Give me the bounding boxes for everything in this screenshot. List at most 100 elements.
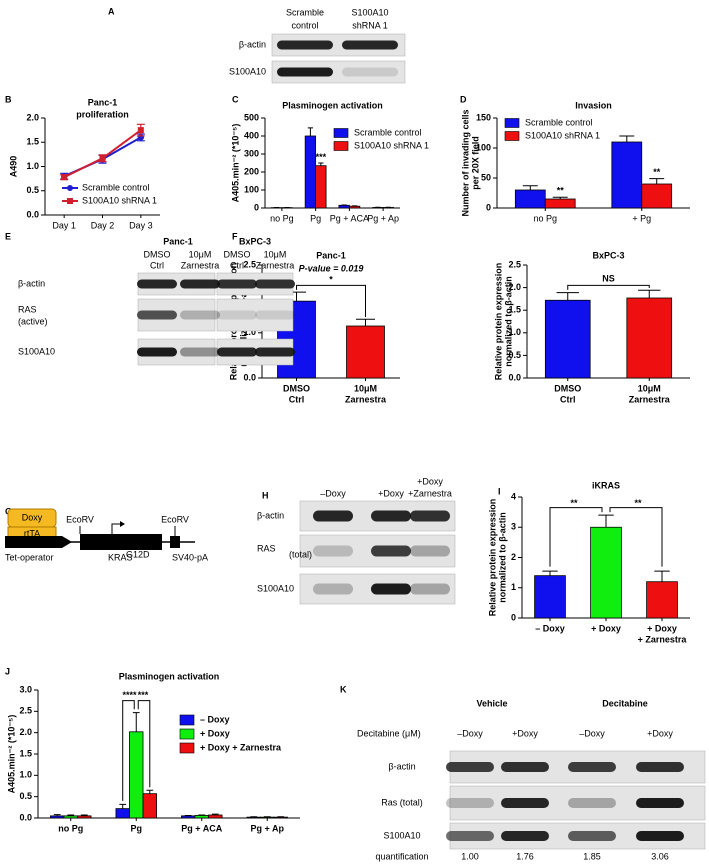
error-bar: [80, 814, 88, 816]
y-tick-label: 1.5: [19, 748, 32, 758]
error-bar: [619, 135, 635, 142]
y-tick-label: 100: [476, 142, 491, 152]
bar: [348, 205, 361, 209]
chart-title: Panc-1: [88, 97, 118, 107]
chart-title: Panc-1: [316, 250, 346, 260]
y-tick-label: 1: [511, 582, 516, 592]
bar: [641, 183, 673, 209]
blot-band: [180, 279, 220, 289]
y-tick-label: 2.5: [243, 259, 256, 269]
x-tick-label: + Zarnestra: [638, 634, 688, 644]
bar: [63, 815, 78, 819]
blot-band: [636, 798, 684, 808]
lane-label: –Doxy: [320, 488, 346, 498]
y-tick-label: 1.0: [26, 161, 39, 171]
row-label: S100A10: [257, 583, 294, 593]
operator-arrow: [5, 536, 72, 548]
y-tick-label: 200: [244, 166, 259, 176]
quantification-value: 1.76: [516, 851, 534, 861]
blot-band: [313, 583, 353, 595]
legend-label: S100A10 shRNA 1: [525, 130, 600, 140]
site-label: EcoRV: [161, 514, 189, 524]
lane-label: Zarnestra: [256, 260, 295, 270]
blot-band: [180, 310, 220, 320]
bar: [315, 165, 327, 209]
row-label: (total): [289, 549, 312, 559]
y-tick-label: 2.0: [26, 112, 39, 122]
row-label: (active): [18, 316, 48, 326]
annotation: P-value = 0.019: [299, 264, 364, 274]
terminator-label: SV40-pA: [172, 552, 208, 562]
y-tick-label: 3.0: [19, 684, 32, 694]
lane-label: –Doxy: [457, 728, 483, 738]
blot-band: [137, 279, 177, 289]
legend-swatch: [504, 118, 520, 128]
error-bar: [654, 570, 670, 582]
annotation: ***: [138, 690, 149, 700]
legend-label: S100A10 shRNA 1: [82, 195, 157, 205]
quantification-value: 1.85: [583, 851, 601, 861]
gene-sup: G12D: [126, 549, 150, 559]
y-tick-label: 100: [244, 184, 259, 194]
y-tick-label: 1.5: [508, 305, 521, 315]
x-tick-label: 10μM: [354, 383, 377, 393]
x-tick-label: 10μM: [638, 383, 661, 393]
x-tick-label: Ctrl: [560, 394, 576, 404]
blot-band: [568, 798, 616, 808]
lane-label: Ctrl: [230, 260, 244, 270]
blot-band: [636, 762, 684, 772]
y-tick-label: 50: [481, 172, 491, 182]
blot-band: [446, 831, 494, 841]
treatment-label: Decitabine (μM): [357, 728, 421, 738]
bar: [77, 815, 92, 819]
blot-band: [636, 831, 684, 841]
blot-band: [410, 510, 450, 522]
bar: [338, 204, 350, 209]
y-axis-label: Relative protein expression: [487, 499, 497, 617]
row-label: RAS: [18, 304, 37, 314]
y-tick-label: 500: [244, 112, 259, 122]
error-bar: [53, 814, 61, 816]
error-bar: [211, 813, 219, 816]
operator-label: Tet-operator: [5, 552, 54, 562]
point: [137, 127, 144, 134]
point: [99, 155, 106, 162]
error-bar: [522, 185, 538, 190]
x-tick-label: Pg + Ap: [251, 823, 285, 833]
annotation: *: [329, 275, 333, 285]
gene-box: [80, 534, 162, 550]
blot-band: [313, 510, 353, 522]
y-tick-label: 1.0: [19, 770, 32, 780]
legend-marker: [67, 198, 73, 204]
panel-letter: J: [5, 666, 10, 676]
blot-background: [271, 33, 406, 57]
x-tick-label: + Doxy: [591, 623, 621, 633]
y-tick-label: 300: [244, 148, 259, 158]
group-label: Decitabine: [602, 698, 648, 708]
legend-label: + Doxy: [200, 728, 230, 738]
bar: [273, 816, 288, 819]
error-bar: [318, 162, 324, 166]
blot-band: [568, 831, 616, 841]
bar: [260, 816, 275, 819]
blot-band: [255, 310, 295, 320]
group-label: Panc-1: [163, 236, 193, 246]
bar: [534, 575, 566, 619]
blot-band: [137, 310, 177, 320]
blot-band: [446, 762, 494, 772]
y-axis-label: A405.min⁻² (*10⁻⁵): [230, 124, 240, 203]
site-label: EcoRV: [66, 514, 94, 524]
panel-letter: F: [232, 231, 238, 241]
blot-band: [568, 762, 616, 772]
x-tick-label: Pg + ACA: [181, 823, 222, 833]
blot-band: [342, 67, 398, 77]
blot-band: [180, 347, 220, 357]
significance-bracket: [549, 507, 603, 567]
y-tick-label: 0.5: [508, 350, 521, 360]
lane-label: 10μM: [264, 249, 287, 259]
row-label: β-actin: [239, 39, 266, 49]
y-tick-label: 0: [254, 202, 259, 212]
y-tick-label: 0.5: [19, 791, 32, 801]
bar: [129, 731, 144, 819]
y-tick-label: 0: [486, 202, 491, 212]
